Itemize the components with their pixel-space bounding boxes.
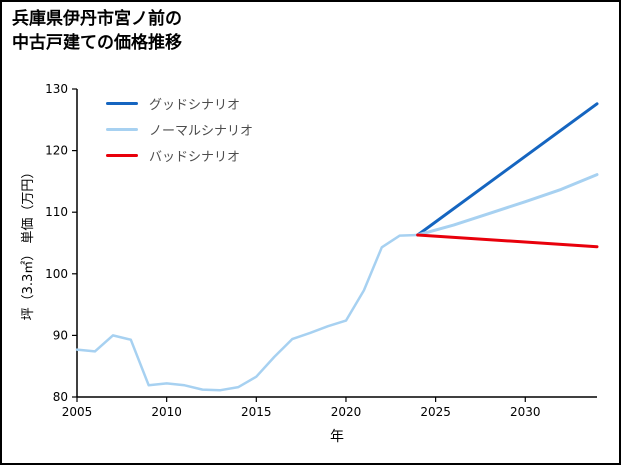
legend-label-good: グッドシナリオ bbox=[149, 97, 241, 113]
x-tick-label: 2005 bbox=[62, 405, 93, 419]
x-tick-label: 2010 bbox=[151, 405, 182, 419]
y-tick-label: 80 bbox=[53, 390, 68, 404]
x-tick-label: 2015 bbox=[241, 405, 272, 419]
y-tick-label: 110 bbox=[45, 205, 68, 219]
legend-label-bad: バッドシナリオ bbox=[149, 149, 241, 165]
y-tick-label: 130 bbox=[45, 82, 68, 96]
x-tick-label: 2020 bbox=[331, 405, 362, 419]
legend-item-bad: バッドシナリオ bbox=[106, 147, 253, 165]
x-axis-label: 年 bbox=[330, 429, 344, 445]
good-scenario-line-swatch bbox=[106, 101, 138, 105]
series-good-scenario bbox=[416, 102, 599, 237]
y-tick-label: 120 bbox=[45, 144, 68, 158]
legend-label-normal: ノーマルシナリオ bbox=[149, 123, 254, 139]
y-tick-label: 100 bbox=[45, 267, 68, 281]
chart-title-line1: 兵庫県伊丹市宮ノ前の bbox=[12, 9, 182, 29]
x-tick-label: 2030 bbox=[510, 405, 541, 419]
legend-item-good: グッドシナリオ bbox=[106, 95, 253, 113]
legend: グッドシナリオ ノーマルシナリオ バッドシナリオ bbox=[106, 95, 254, 165]
normal-scenario-line-swatch bbox=[106, 127, 138, 131]
legend-item-normal: ノーマルシナリオ bbox=[106, 121, 254, 139]
y-axis-label: 坪（3.3㎡） 単価（万円） bbox=[21, 165, 36, 321]
series-historical bbox=[75, 233, 419, 392]
chart-title-line2: 中古戸建ての価格推移 bbox=[12, 32, 182, 53]
x-tick-label: 2025 bbox=[420, 405, 451, 419]
series-bad-scenario bbox=[416, 233, 599, 249]
y-tick-label: 90 bbox=[53, 328, 68, 342]
chart-title: 兵庫県伊丹市宮ノ前の 中古戸建ての価格推移 bbox=[12, 8, 182, 56]
bad-scenario-line-swatch bbox=[106, 153, 138, 157]
series-normal-scenario bbox=[416, 173, 599, 237]
